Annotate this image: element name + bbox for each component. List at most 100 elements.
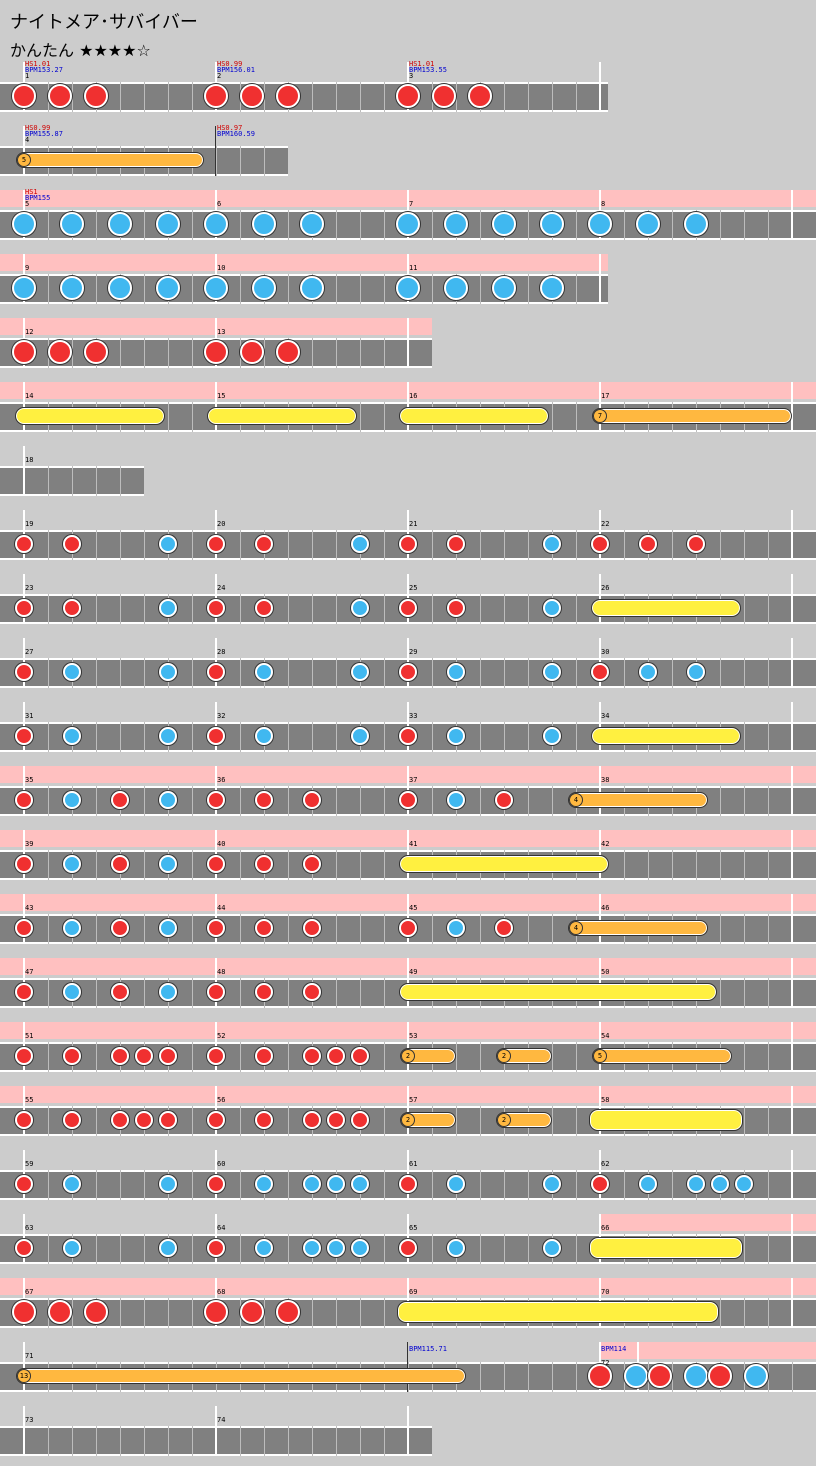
don-note [591, 535, 609, 553]
balloon-count: 2 [497, 1113, 511, 1127]
beat-line [264, 82, 265, 112]
beat-line [744, 210, 745, 240]
don-note [207, 855, 225, 873]
measure-number: 18 [25, 456, 34, 464]
beat-line [504, 530, 505, 560]
beat-line [96, 1426, 97, 1456]
beat-line [480, 1234, 481, 1264]
don-note [351, 1111, 369, 1129]
measure-number: 39 [25, 840, 34, 848]
beat-line [120, 658, 121, 688]
beat-line [744, 850, 745, 880]
measure-number: 7 [409, 200, 414, 208]
measure-number: 9 [25, 264, 30, 272]
beat-line [48, 1106, 49, 1136]
ka-note [12, 212, 36, 236]
ka-note [351, 535, 369, 553]
beat-line [720, 210, 721, 240]
measure-bar [23, 1342, 25, 1392]
beat-line [192, 1426, 193, 1456]
don-note [111, 791, 129, 809]
don-note [399, 663, 417, 681]
beat-line [360, 786, 361, 816]
beat-line [576, 1170, 577, 1200]
beat-line [480, 658, 481, 688]
beat-line [768, 786, 769, 816]
ka-note [639, 1175, 657, 1193]
beat-line [576, 722, 577, 752]
don-note [303, 919, 321, 937]
difficulty-stars: ★★★★☆ [79, 41, 151, 60]
beat-line [96, 274, 97, 304]
don-note [207, 1111, 225, 1129]
beat-line [48, 210, 49, 240]
beat-line [480, 1362, 481, 1392]
beat-line [504, 1362, 505, 1392]
measure-bar [599, 62, 601, 112]
beat-line [744, 1234, 745, 1264]
measure-bar [791, 1214, 793, 1264]
measure-number: 58 [601, 1096, 610, 1104]
beat-line [336, 274, 337, 304]
beat-line [456, 1042, 457, 1072]
beat-line [96, 658, 97, 688]
ka-note [159, 535, 177, 553]
beat-line [48, 466, 49, 496]
don-note [255, 855, 273, 873]
beat-line [336, 978, 337, 1008]
measure-number: 25 [409, 584, 418, 592]
beat-line [480, 722, 481, 752]
beat-line [240, 914, 241, 944]
measure-bar [791, 1086, 793, 1136]
measure-number: 64 [217, 1224, 226, 1232]
measure-number: 20 [217, 520, 226, 528]
ka-note [204, 212, 228, 236]
don-note [84, 1300, 108, 1324]
beat-line [360, 1298, 361, 1328]
beat-line [48, 530, 49, 560]
don-note [135, 1047, 153, 1065]
beat-line [528, 1362, 529, 1392]
don-note [399, 1239, 417, 1257]
beat-line [336, 530, 337, 560]
ka-note [444, 276, 468, 300]
balloon-roll [568, 920, 708, 936]
ka-note [711, 1175, 729, 1193]
don-note [303, 983, 321, 1001]
beat-line [144, 722, 145, 752]
beat-line [768, 1170, 769, 1200]
beat-line [360, 210, 361, 240]
beat-line [120, 466, 121, 496]
beat-line [120, 530, 121, 560]
beat-line [288, 1106, 289, 1136]
beat-line [576, 210, 577, 240]
beat-line [768, 210, 769, 240]
measure-number: 42 [601, 840, 610, 848]
beat-line [384, 338, 385, 368]
beat-line [552, 82, 553, 112]
beat-line [312, 338, 313, 368]
measure-bar [791, 1022, 793, 1072]
measure-number: 50 [601, 968, 610, 976]
beat-line [432, 1234, 433, 1264]
beat-line [192, 338, 193, 368]
beat-line [312, 82, 313, 112]
beat-line [384, 82, 385, 112]
beat-line [192, 1106, 193, 1136]
chart-row: 9 10 11 [0, 254, 816, 314]
beat-line [720, 658, 721, 688]
beat-line [432, 786, 433, 816]
beat-line [120, 594, 121, 624]
don-note [207, 599, 225, 617]
beat-line [624, 530, 625, 560]
measure-number: 23 [25, 584, 34, 592]
don-note [303, 1047, 321, 1065]
ka-note [636, 212, 660, 236]
measure-number: 59 [25, 1160, 34, 1168]
beat-line [288, 1426, 289, 1456]
measure-number: 32 [217, 712, 226, 720]
don-note [588, 1364, 612, 1388]
ka-note [447, 663, 465, 681]
bpm-label: BPM153.27 [25, 66, 63, 74]
bpm-label: BPM156.01 [217, 66, 255, 74]
